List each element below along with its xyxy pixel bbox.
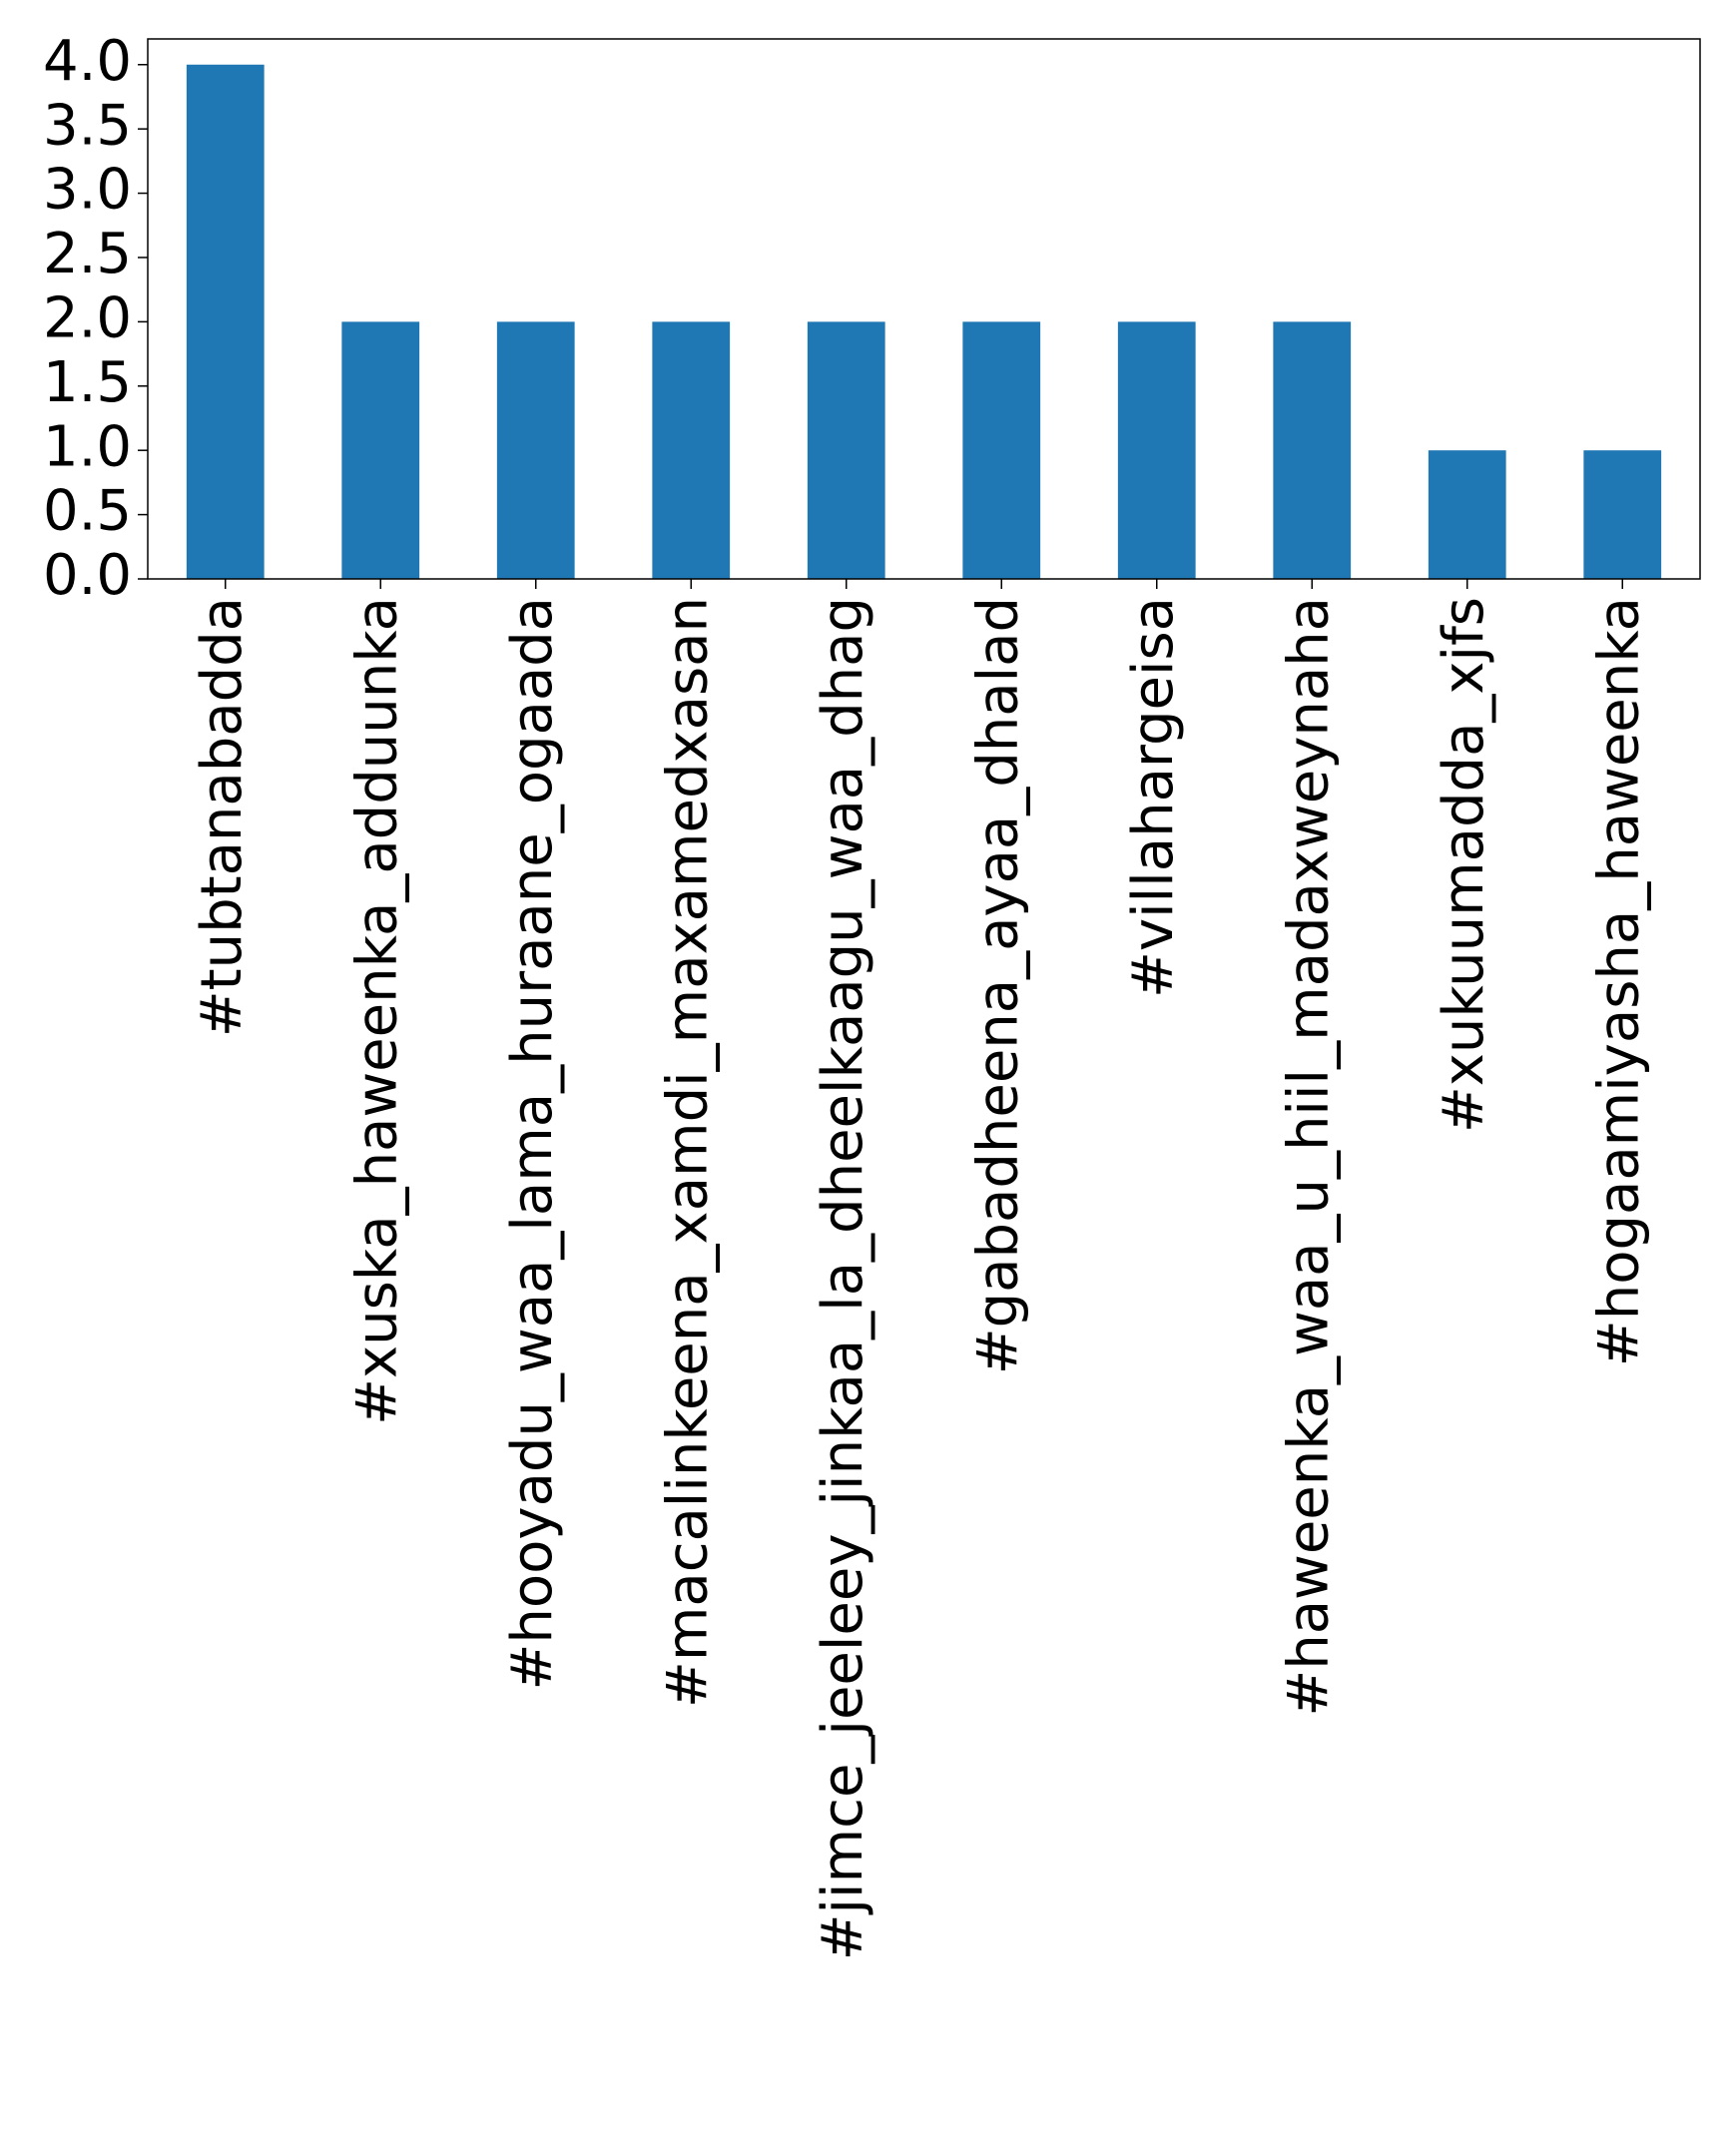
x-tick-label: #tubtanabadda <box>190 597 255 1037</box>
bar <box>1428 450 1506 579</box>
bar <box>652 321 731 579</box>
y-tick-label: 3.0 <box>43 158 132 223</box>
bar <box>1117 321 1196 579</box>
bar <box>1583 450 1662 579</box>
bar <box>807 321 885 579</box>
x-tick-label: #macalinkeena_xamdi_maxamedxasan <box>655 597 720 1708</box>
y-tick-label: 1.5 <box>43 350 132 415</box>
y-tick-label: 0.0 <box>43 543 132 608</box>
x-tick-label: #villahargeisa <box>1121 597 1186 998</box>
x-tick-label: #gabadheena_ayaa_dhalad <box>965 597 1030 1374</box>
x-tick-label: #xukuumadda_xjfs <box>1432 597 1496 1133</box>
x-tick-label: #xuska_haweenka_adduunka <box>344 597 409 1425</box>
y-tick-label: 1.0 <box>43 414 132 479</box>
bar <box>186 64 265 579</box>
bar <box>962 321 1041 579</box>
y-tick-label: 2.0 <box>43 286 132 351</box>
plot-frame <box>147 38 1701 580</box>
x-tick-label: #hogaamiyasha_haweenka <box>1586 597 1651 1366</box>
x-tick-label: #jimce_jeeleey_jinkaa_la_dheelkaagu_waa_… <box>811 597 875 1960</box>
x-axis: #tubtanabadda #xuska_haweenka_adduunka #ho… <box>190 579 1651 1960</box>
x-tick-label: #hooyadu_waa_lama_huraane_ogaada <box>500 597 565 1691</box>
x-tick-label: #haweenka_waa_u_hiil_madaxweynaha <box>1276 597 1341 1717</box>
bar <box>341 321 420 579</box>
bar <box>1273 321 1352 579</box>
bar <box>496 321 575 579</box>
y-axis: 0.00.51.01.52.02.53.03.54.0 <box>43 29 148 608</box>
y-tick-label: 3.5 <box>43 93 132 158</box>
y-tick-label: 4.0 <box>43 29 132 94</box>
y-tick-label: 0.5 <box>43 479 132 544</box>
bars-group <box>186 64 1662 579</box>
y-tick-label: 2.5 <box>43 222 132 286</box>
